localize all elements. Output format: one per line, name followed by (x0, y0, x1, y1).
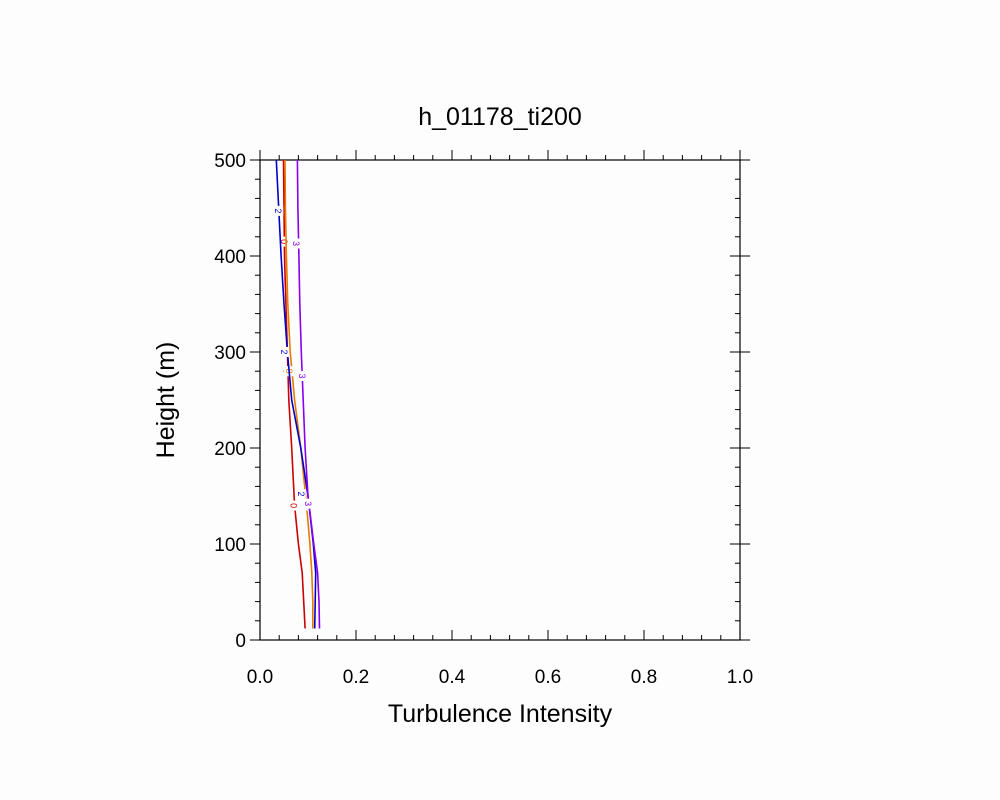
line-label-bg (273, 205, 284, 216)
line-label-bg (279, 236, 289, 247)
data-lines: 00088222333 (273, 159, 321, 629)
line-label-bg (291, 238, 301, 249)
x-axis-label: Turbulence Intensity (388, 700, 613, 728)
series-line (284, 159, 314, 629)
axis-ticks (250, 150, 750, 641)
y-tick-label: 0 (235, 631, 246, 652)
line-label-bg (295, 489, 306, 500)
x-tick-label: 0.8 (631, 667, 657, 688)
line-label: 3 (291, 241, 301, 246)
line-label: 0 (279, 239, 289, 244)
chart-title: h_01178_ti200 (418, 103, 582, 131)
x-tick-label: 0.0 (247, 667, 273, 688)
series-line (282, 159, 306, 629)
line-label-bg (279, 347, 289, 357)
x-tick-label: 0.4 (439, 667, 466, 688)
y-tick-label: 100 (214, 535, 246, 556)
line-label: 3 (303, 501, 313, 506)
line-label: 3 (297, 373, 307, 378)
line-label: 0 (289, 503, 299, 508)
x-tick-label: 0.6 (535, 667, 561, 688)
line-label-bg (288, 500, 299, 511)
line-label-bg (296, 371, 307, 381)
line-label-bg (303, 498, 313, 509)
series-line (275, 159, 317, 629)
line-label: 2 (296, 492, 306, 497)
y-tick-label: 500 (214, 151, 246, 172)
x-tick-label: 0.2 (343, 667, 369, 688)
y-tick-label: 300 (214, 343, 246, 364)
y-tick-label: 200 (214, 439, 246, 460)
x-tick-label: 1.0 (727, 667, 753, 688)
y-axis-label: Height (m) (152, 342, 180, 459)
y-tick-label: 400 (214, 247, 246, 268)
line-label: 2 (279, 349, 289, 354)
line-label: 2 (273, 208, 283, 213)
plot-frame (259, 159, 741, 641)
